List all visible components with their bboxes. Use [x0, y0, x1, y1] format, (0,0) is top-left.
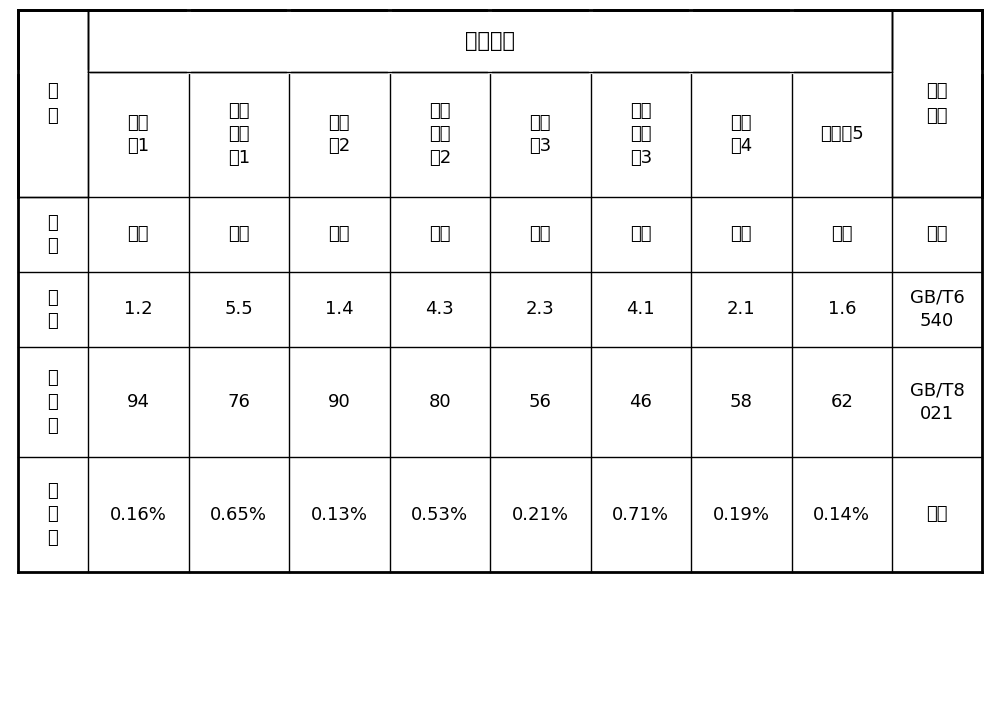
Text: 皂
化
值: 皂 化 值 — [48, 370, 58, 435]
Text: 4.1: 4.1 — [626, 300, 655, 318]
Text: 0.19%: 0.19% — [713, 505, 770, 523]
Text: 1.6: 1.6 — [828, 300, 856, 318]
Text: 色
度: 色 度 — [48, 289, 58, 330]
Text: 0.71%: 0.71% — [612, 505, 669, 523]
Text: 实施
例1: 实施 例1 — [127, 113, 149, 155]
Text: 0.65%: 0.65% — [210, 505, 267, 523]
Text: 淡黄: 淡黄 — [127, 225, 149, 243]
Text: 实施
例4: 实施 例4 — [730, 113, 752, 155]
Text: 自测: 自测 — [926, 505, 948, 523]
Text: 橙黄: 橙黄 — [831, 225, 852, 243]
Text: 4.3: 4.3 — [425, 300, 454, 318]
Text: 对比
实施
例1: 对比 实施 例1 — [228, 102, 250, 167]
Text: 红褐: 红褐 — [429, 225, 451, 243]
Text: 实施例5: 实施例5 — [820, 126, 864, 144]
Text: 对比
实施
例3: 对比 实施 例3 — [630, 102, 652, 167]
Text: 56: 56 — [529, 393, 552, 411]
Text: 淡黄: 淡黄 — [328, 225, 350, 243]
Text: 红褐: 红褐 — [630, 225, 652, 243]
Text: 0.21%: 0.21% — [512, 505, 569, 523]
Text: 0.53%: 0.53% — [411, 505, 468, 523]
Text: 目测: 目测 — [926, 225, 948, 243]
Text: 1.4: 1.4 — [325, 300, 354, 318]
Text: 实施
例3: 实施 例3 — [529, 113, 551, 155]
Text: 项
目: 项 目 — [48, 82, 58, 125]
Text: 游
离
酐: 游 离 酐 — [48, 482, 58, 547]
Text: 实施
例2: 实施 例2 — [328, 113, 350, 155]
Text: 外
观: 外 观 — [48, 214, 58, 256]
Text: 0.14%: 0.14% — [813, 505, 870, 523]
Text: 分析数据: 分析数据 — [465, 31, 515, 51]
Text: 测试
方法: 测试 方法 — [926, 82, 948, 125]
Text: 94: 94 — [127, 393, 150, 411]
Text: 橙红: 橙红 — [730, 225, 752, 243]
Text: 黑棕: 黑棕 — [228, 225, 250, 243]
Text: 5.5: 5.5 — [224, 300, 253, 318]
Text: 46: 46 — [629, 393, 652, 411]
Text: GB/T8
021: GB/T8 021 — [910, 381, 964, 423]
Text: 0.13%: 0.13% — [311, 505, 368, 523]
Text: 58: 58 — [730, 393, 753, 411]
Text: GB/T6
540: GB/T6 540 — [910, 289, 964, 330]
Text: 90: 90 — [328, 393, 351, 411]
Text: 80: 80 — [428, 393, 451, 411]
Text: 对比
实施
例2: 对比 实施 例2 — [429, 102, 451, 167]
Text: 76: 76 — [227, 393, 250, 411]
Text: 2.1: 2.1 — [727, 300, 756, 318]
Text: 1.2: 1.2 — [124, 300, 153, 318]
Text: 橙红: 橙红 — [530, 225, 551, 243]
Text: 62: 62 — [830, 393, 853, 411]
Text: 0.16%: 0.16% — [110, 505, 167, 523]
Text: 2.3: 2.3 — [526, 300, 555, 318]
